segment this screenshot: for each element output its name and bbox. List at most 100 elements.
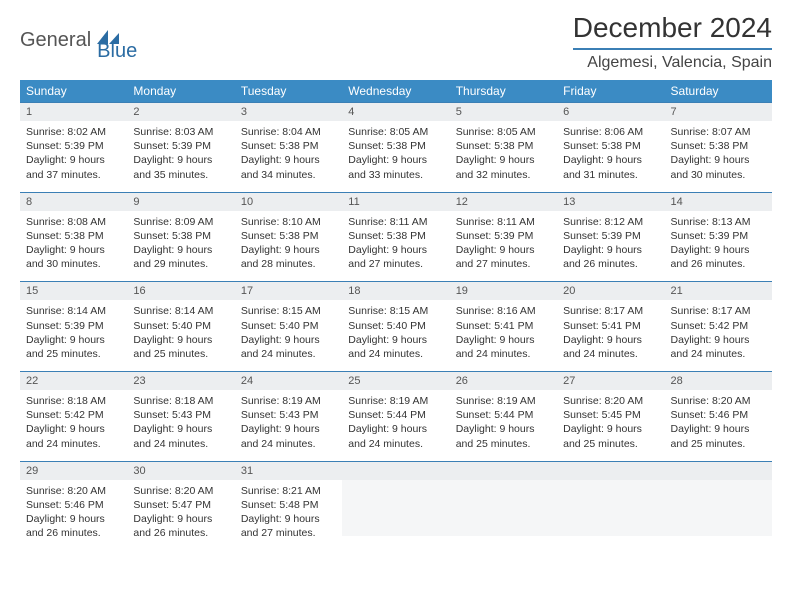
calendar-cell: 26Sunrise: 8:19 AMSunset: 5:44 PMDayligh…: [450, 372, 557, 462]
day-number-empty: [342, 462, 449, 480]
location: Algemesi, Valencia, Spain: [573, 54, 772, 72]
calendar-cell: 17Sunrise: 8:15 AMSunset: 5:40 PMDayligh…: [235, 282, 342, 372]
day-header-cell: Wednesday: [342, 80, 449, 103]
day-header-cell: Friday: [557, 80, 664, 103]
calendar-cell: 8Sunrise: 8:08 AMSunset: 5:38 PMDaylight…: [20, 192, 127, 282]
day-number: 6: [557, 103, 664, 121]
calendar-cell: 10Sunrise: 8:10 AMSunset: 5:38 PMDayligh…: [235, 192, 342, 282]
day-body: Sunrise: 8:20 AMSunset: 5:46 PMDaylight:…: [20, 480, 127, 551]
day-body: Sunrise: 8:19 AMSunset: 5:44 PMDaylight:…: [342, 390, 449, 461]
day-body: Sunrise: 8:17 AMSunset: 5:41 PMDaylight:…: [557, 300, 664, 371]
calendar-cell: 31Sunrise: 8:21 AMSunset: 5:48 PMDayligh…: [235, 461, 342, 550]
calendar-cell: 7Sunrise: 8:07 AMSunset: 5:38 PMDaylight…: [665, 103, 772, 193]
day-body: Sunrise: 8:06 AMSunset: 5:38 PMDaylight:…: [557, 121, 664, 192]
day-number: 23: [127, 372, 234, 390]
day-header-cell: Sunday: [20, 80, 127, 103]
day-header-cell: Saturday: [665, 80, 772, 103]
day-number: 13: [557, 193, 664, 211]
day-number: 26: [450, 372, 557, 390]
day-body: Sunrise: 8:12 AMSunset: 5:39 PMDaylight:…: [557, 211, 664, 282]
day-number: 8: [20, 193, 127, 211]
day-number: 16: [127, 282, 234, 300]
day-body: Sunrise: 8:08 AMSunset: 5:38 PMDaylight:…: [20, 211, 127, 282]
logo: General Blue: [20, 18, 137, 63]
calendar-cell: 25Sunrise: 8:19 AMSunset: 5:44 PMDayligh…: [342, 372, 449, 462]
day-body: Sunrise: 8:20 AMSunset: 5:45 PMDaylight:…: [557, 390, 664, 461]
calendar-cell: 27Sunrise: 8:20 AMSunset: 5:45 PMDayligh…: [557, 372, 664, 462]
day-body: Sunrise: 8:11 AMSunset: 5:38 PMDaylight:…: [342, 211, 449, 282]
day-body: Sunrise: 8:20 AMSunset: 5:46 PMDaylight:…: [665, 390, 772, 461]
calendar-cell: [342, 461, 449, 550]
calendar-cell: 19Sunrise: 8:16 AMSunset: 5:41 PMDayligh…: [450, 282, 557, 372]
day-number: 24: [235, 372, 342, 390]
day-body: Sunrise: 8:16 AMSunset: 5:41 PMDaylight:…: [450, 300, 557, 371]
day-number: 31: [235, 462, 342, 480]
logo-text-general: General: [20, 29, 91, 52]
calendar-week: 15Sunrise: 8:14 AMSunset: 5:39 PMDayligh…: [20, 282, 772, 372]
day-number: 14: [665, 193, 772, 211]
day-number: 5: [450, 103, 557, 121]
day-body: Sunrise: 8:07 AMSunset: 5:38 PMDaylight:…: [665, 121, 772, 192]
day-body: Sunrise: 8:10 AMSunset: 5:38 PMDaylight:…: [235, 211, 342, 282]
day-number: 12: [450, 193, 557, 211]
calendar-cell: 29Sunrise: 8:20 AMSunset: 5:46 PMDayligh…: [20, 461, 127, 550]
title-block: December 2024 Algemesi, Valencia, Spain: [573, 12, 772, 72]
calendar-cell: 18Sunrise: 8:15 AMSunset: 5:40 PMDayligh…: [342, 282, 449, 372]
calendar-cell: 2Sunrise: 8:03 AMSunset: 5:39 PMDaylight…: [127, 103, 234, 193]
day-body: Sunrise: 8:15 AMSunset: 5:40 PMDaylight:…: [342, 300, 449, 371]
day-body: Sunrise: 8:04 AMSunset: 5:38 PMDaylight:…: [235, 121, 342, 192]
calendar-week: 8Sunrise: 8:08 AMSunset: 5:38 PMDaylight…: [20, 192, 772, 282]
day-body: Sunrise: 8:19 AMSunset: 5:44 PMDaylight:…: [450, 390, 557, 461]
day-number: 27: [557, 372, 664, 390]
calendar-cell: 11Sunrise: 8:11 AMSunset: 5:38 PMDayligh…: [342, 192, 449, 282]
day-body: Sunrise: 8:11 AMSunset: 5:39 PMDaylight:…: [450, 211, 557, 282]
day-body: Sunrise: 8:15 AMSunset: 5:40 PMDaylight:…: [235, 300, 342, 371]
day-number: 19: [450, 282, 557, 300]
calendar-cell: 6Sunrise: 8:06 AMSunset: 5:38 PMDaylight…: [557, 103, 664, 193]
day-body: Sunrise: 8:21 AMSunset: 5:48 PMDaylight:…: [235, 480, 342, 551]
calendar-cell: 23Sunrise: 8:18 AMSunset: 5:43 PMDayligh…: [127, 372, 234, 462]
day-number: 4: [342, 103, 449, 121]
calendar-cell: 4Sunrise: 8:05 AMSunset: 5:38 PMDaylight…: [342, 103, 449, 193]
day-body-empty: [557, 480, 664, 537]
day-number: 7: [665, 103, 772, 121]
calendar-week: 1Sunrise: 8:02 AMSunset: 5:39 PMDaylight…: [20, 103, 772, 193]
day-number: 20: [557, 282, 664, 300]
day-number: 15: [20, 282, 127, 300]
day-number: 18: [342, 282, 449, 300]
day-number: 29: [20, 462, 127, 480]
day-body: Sunrise: 8:03 AMSunset: 5:39 PMDaylight:…: [127, 121, 234, 192]
calendar-cell: 12Sunrise: 8:11 AMSunset: 5:39 PMDayligh…: [450, 192, 557, 282]
day-body: Sunrise: 8:19 AMSunset: 5:43 PMDaylight:…: [235, 390, 342, 461]
calendar-week: 29Sunrise: 8:20 AMSunset: 5:46 PMDayligh…: [20, 461, 772, 550]
calendar-week: 22Sunrise: 8:18 AMSunset: 5:42 PMDayligh…: [20, 372, 772, 462]
day-header-cell: Thursday: [450, 80, 557, 103]
month-title: December 2024: [573, 12, 772, 44]
day-body: Sunrise: 8:09 AMSunset: 5:38 PMDaylight:…: [127, 211, 234, 282]
day-body: Sunrise: 8:05 AMSunset: 5:38 PMDaylight:…: [450, 121, 557, 192]
day-header-row: SundayMondayTuesdayWednesdayThursdayFrid…: [20, 80, 772, 103]
day-body: Sunrise: 8:14 AMSunset: 5:39 PMDaylight:…: [20, 300, 127, 371]
day-number: 22: [20, 372, 127, 390]
day-body: Sunrise: 8:20 AMSunset: 5:47 PMDaylight:…: [127, 480, 234, 551]
header: General Blue December 2024 Algemesi, Val…: [20, 12, 772, 72]
day-body-empty: [665, 480, 772, 537]
day-number-empty: [557, 462, 664, 480]
day-number: 30: [127, 462, 234, 480]
day-number: 1: [20, 103, 127, 121]
day-number: 11: [342, 193, 449, 211]
day-body: Sunrise: 8:05 AMSunset: 5:38 PMDaylight:…: [342, 121, 449, 192]
calendar-cell: 1Sunrise: 8:02 AMSunset: 5:39 PMDaylight…: [20, 103, 127, 193]
day-body: Sunrise: 8:02 AMSunset: 5:39 PMDaylight:…: [20, 121, 127, 192]
calendar-cell: 21Sunrise: 8:17 AMSunset: 5:42 PMDayligh…: [665, 282, 772, 372]
calendar-cell: 30Sunrise: 8:20 AMSunset: 5:47 PMDayligh…: [127, 461, 234, 550]
day-body: Sunrise: 8:14 AMSunset: 5:40 PMDaylight:…: [127, 300, 234, 371]
day-number: 17: [235, 282, 342, 300]
calendar-cell: 5Sunrise: 8:05 AMSunset: 5:38 PMDaylight…: [450, 103, 557, 193]
calendar-cell: 20Sunrise: 8:17 AMSunset: 5:41 PMDayligh…: [557, 282, 664, 372]
title-underline: [573, 48, 772, 50]
calendar-table: SundayMondayTuesdayWednesdayThursdayFrid…: [20, 80, 772, 550]
day-body: Sunrise: 8:18 AMSunset: 5:43 PMDaylight:…: [127, 390, 234, 461]
day-number: 25: [342, 372, 449, 390]
day-number: 28: [665, 372, 772, 390]
